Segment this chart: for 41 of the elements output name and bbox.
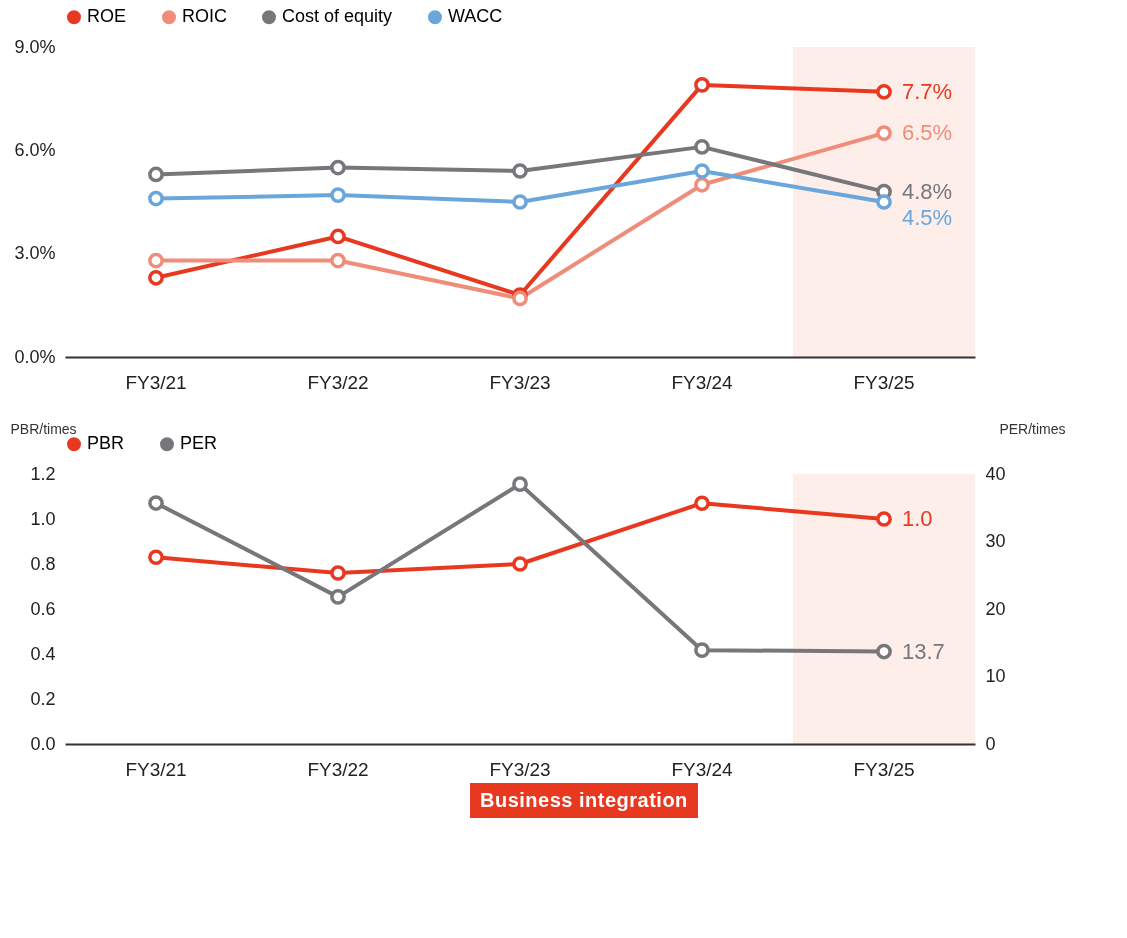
y-tick-label: 3.0% <box>14 243 56 264</box>
legend-label: PBR <box>87 433 125 454</box>
y-axis-title: PBR/times <box>10 420 77 437</box>
y2-axis-title: PER/times <box>999 420 1066 437</box>
y2-tick-label: 40 <box>985 463 1006 484</box>
y2-tick-label: 30 <box>985 531 1006 551</box>
legend-label: PER <box>180 433 218 454</box>
y-tick-label: 0.8 <box>30 553 56 574</box>
data-label: 7.7% <box>902 78 953 104</box>
x-tick-label: FY3/21 <box>125 371 187 393</box>
legend-label: Cost of equity <box>282 6 393 27</box>
y-tick-label: 0.2 <box>30 688 56 709</box>
y-tick-label: 0.0 <box>30 733 56 754</box>
data-label: 13.7 <box>902 638 945 664</box>
x-tick-label: FY3/23 <box>489 371 551 393</box>
text: Business integration <box>470 783 698 818</box>
legend-label: ROE <box>87 6 127 27</box>
x-tick-label: FY3/22 <box>307 371 369 393</box>
y-tick-label: 6.0% <box>14 139 56 160</box>
y-tick-label: 1.0 <box>30 508 56 529</box>
x-tick-label: FY3/21 <box>125 758 187 780</box>
x-tick-label: FY3/23 <box>489 758 551 780</box>
y2-tick-label: 0 <box>985 733 996 754</box>
y-tick-label: 9.0% <box>14 36 56 57</box>
y-tick-label: 0.6 <box>30 598 56 619</box>
y-tick-label: 0.0% <box>14 346 56 367</box>
legend-label: ROIC <box>182 6 227 27</box>
legend-label: WACC <box>448 6 503 27</box>
x-tick-label: FY3/25 <box>853 758 915 780</box>
y-tick-label: 0.4 <box>30 643 56 664</box>
data-label: 4.5% <box>902 204 953 230</box>
x-tick-label: FY3/25 <box>853 371 915 393</box>
data-label: 6.5% <box>902 120 953 146</box>
x-tick-label: FY3/22 <box>307 758 369 780</box>
x-tick-label: FY3/24 <box>671 371 734 393</box>
y-tick-label: 1.2 <box>30 463 56 484</box>
data-label: 1.0 <box>902 506 933 531</box>
x-tick-label: FY3/24 <box>671 758 734 780</box>
y2-tick-label: 20 <box>985 598 1006 619</box>
data-label: 4.8% <box>902 178 953 204</box>
y2-tick-label: 10 <box>985 666 1006 686</box>
